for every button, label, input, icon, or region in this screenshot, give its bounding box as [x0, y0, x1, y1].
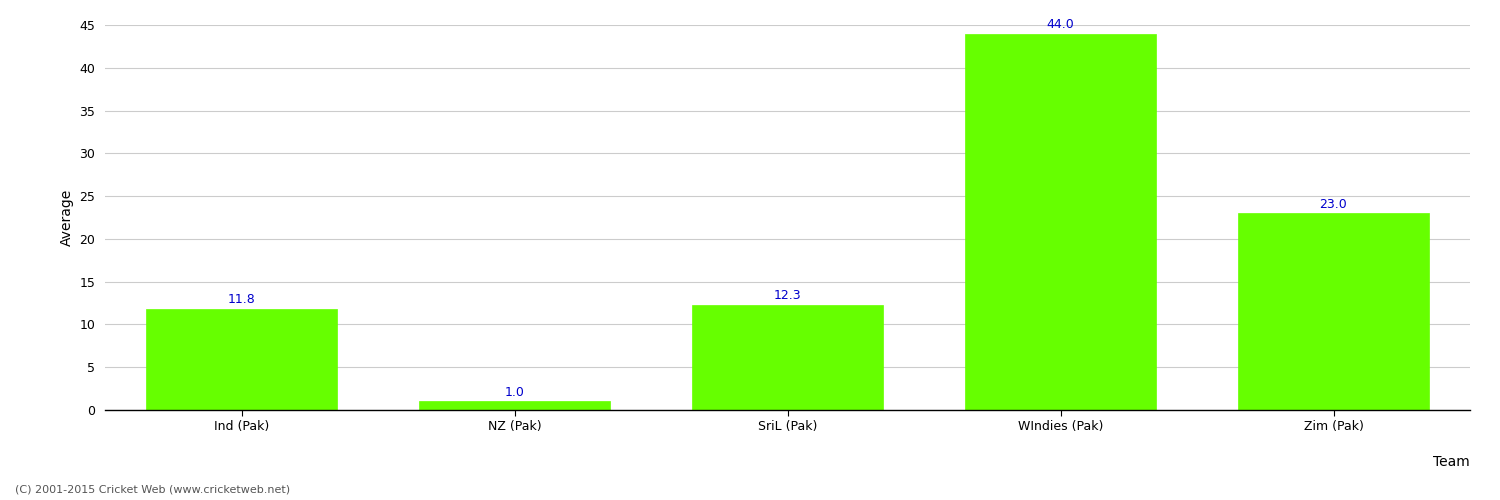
Bar — [146, 309, 338, 410]
Bar — [964, 34, 1156, 410]
Text: 1.0: 1.0 — [504, 386, 525, 399]
Bar — [1238, 213, 1430, 410]
Bar — [419, 402, 610, 410]
Bar — [692, 305, 883, 410]
Text: Team: Team — [1434, 455, 1470, 469]
Y-axis label: Average: Average — [60, 189, 74, 246]
Text: 44.0: 44.0 — [1047, 18, 1074, 31]
Text: 11.8: 11.8 — [228, 294, 255, 306]
Text: 23.0: 23.0 — [1320, 198, 1347, 210]
Text: 12.3: 12.3 — [774, 289, 801, 302]
Text: (C) 2001-2015 Cricket Web (www.cricketweb.net): (C) 2001-2015 Cricket Web (www.cricketwe… — [15, 485, 290, 495]
